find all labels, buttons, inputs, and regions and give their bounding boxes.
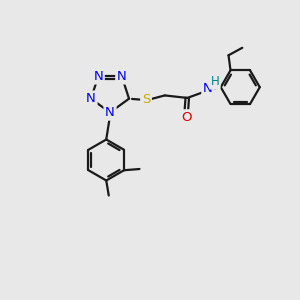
Text: O: O (181, 111, 191, 124)
Text: N: N (117, 70, 127, 83)
Text: N: N (203, 82, 213, 95)
Text: N: N (105, 106, 115, 119)
Text: S: S (142, 93, 150, 106)
Text: H: H (210, 75, 219, 88)
Text: N: N (86, 92, 96, 105)
Text: N: N (93, 70, 103, 83)
